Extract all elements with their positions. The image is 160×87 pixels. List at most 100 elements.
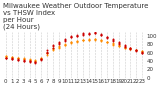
Point (16, 59, 19, 60)
Point (10, 56, 13, 58)
Point (46, 53, 49, 54)
Point (52, 47, 55, 48)
Point (22, 58, 25, 59)
Point (34, 60, 37, 61)
Point (123, 47, 126, 49)
Point (76, 35, 78, 36)
Point (16, 57, 19, 59)
Point (22, 60, 25, 61)
Point (94, 39, 96, 40)
Point (111, 41, 114, 42)
Point (82, 34, 84, 35)
Point (64, 44, 66, 45)
Point (94, 33, 96, 34)
Point (58, 42, 60, 43)
Point (64, 40, 66, 41)
Point (76, 34, 78, 36)
Point (129, 48, 132, 50)
Point (135, 50, 138, 51)
Point (105, 42, 108, 43)
Point (88, 39, 90, 41)
Point (117, 41, 120, 43)
Point (94, 31, 96, 33)
Point (22, 58, 25, 60)
Point (40, 58, 43, 60)
Point (105, 37, 108, 39)
Point (4, 55, 7, 57)
Point (111, 43, 114, 44)
Point (70, 41, 72, 43)
Point (34, 62, 37, 63)
Point (46, 53, 49, 54)
Point (82, 39, 84, 41)
Point (64, 44, 66, 45)
Point (76, 40, 78, 41)
Point (129, 49, 132, 50)
Point (28, 61, 31, 63)
Point (94, 38, 96, 39)
Point (82, 39, 84, 40)
Point (34, 61, 37, 63)
Point (123, 46, 126, 48)
Point (82, 33, 84, 35)
Point (117, 44, 120, 46)
Point (88, 32, 90, 33)
Point (58, 46, 60, 47)
Point (135, 49, 138, 50)
Point (64, 39, 66, 41)
Point (34, 62, 37, 63)
Point (46, 52, 49, 53)
Point (4, 57, 7, 58)
Point (10, 57, 13, 58)
Point (28, 60, 31, 61)
Point (141, 52, 144, 54)
Point (4, 56, 7, 58)
Point (105, 41, 108, 43)
Point (123, 45, 126, 46)
Point (141, 52, 144, 53)
Point (16, 59, 19, 60)
Point (70, 35, 72, 37)
Point (52, 45, 55, 47)
Point (64, 38, 66, 40)
Point (10, 58, 13, 59)
Point (88, 33, 90, 34)
Point (111, 44, 114, 45)
Point (117, 46, 120, 47)
Point (52, 49, 55, 50)
Point (70, 37, 72, 38)
Point (58, 46, 60, 47)
Point (40, 57, 43, 59)
Point (76, 41, 78, 42)
Point (46, 51, 49, 52)
Point (58, 44, 60, 45)
Point (22, 60, 25, 61)
Point (10, 58, 13, 60)
Point (40, 58, 43, 59)
Point (141, 51, 144, 52)
Point (52, 48, 55, 49)
Point (28, 59, 31, 60)
Point (94, 32, 96, 33)
Point (70, 42, 72, 43)
Point (88, 33, 90, 35)
Point (135, 49, 138, 50)
Point (34, 60, 37, 61)
Point (28, 61, 31, 62)
Point (4, 58, 7, 59)
Point (129, 48, 132, 49)
Point (16, 57, 19, 58)
Point (111, 44, 114, 45)
Point (34, 60, 37, 62)
Point (100, 40, 102, 41)
Point (58, 47, 60, 48)
Point (70, 42, 72, 44)
Point (129, 48, 132, 49)
Point (40, 60, 43, 61)
Point (46, 54, 49, 55)
Point (111, 40, 114, 41)
Point (10, 59, 13, 60)
Point (111, 38, 114, 40)
Point (16, 58, 19, 59)
Point (100, 39, 102, 41)
